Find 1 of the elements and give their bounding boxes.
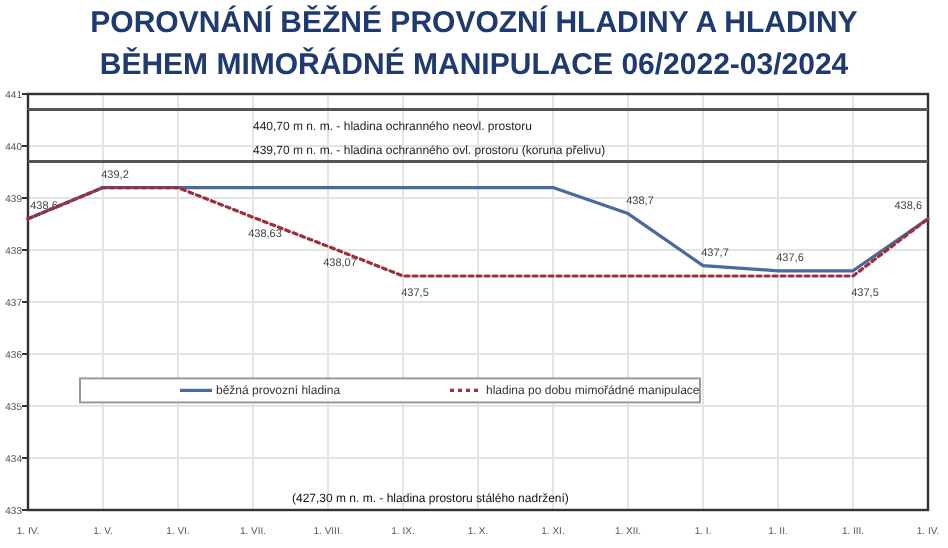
chart-title: POROVNÁNÍ BĚŽNÉ PROVOZNÍ HLADINY A HLADINY BĚHEM MIMOŘÁDNÉ MANIPULACE 06/2022-03/2024 <box>90 4 858 82</box>
